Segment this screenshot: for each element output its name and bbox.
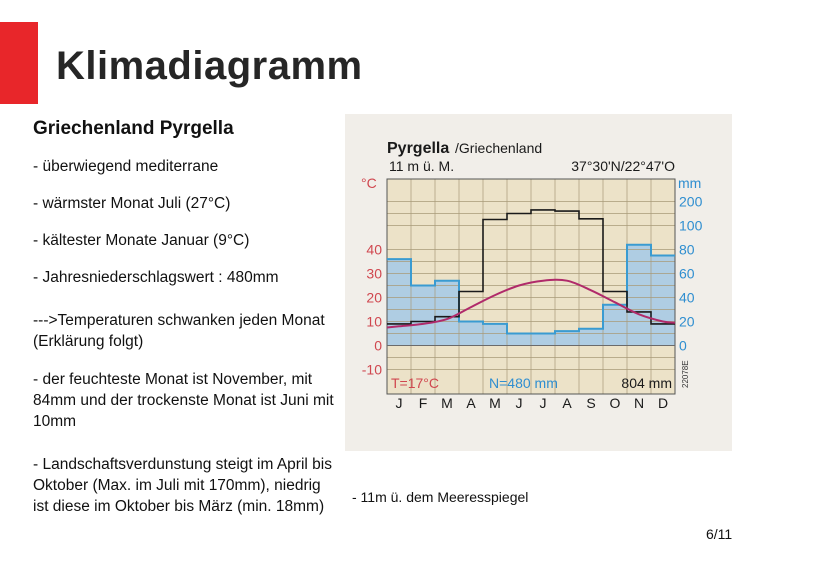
precipitation-tick-label: 200 <box>679 194 703 210</box>
bullet-item: - Jahresniederschlagswert : 480mm <box>33 269 279 286</box>
right-unit-label: mm <box>678 175 701 191</box>
month-label: A <box>466 395 476 411</box>
temperature-line <box>386 278 676 329</box>
month-label: M <box>489 395 501 411</box>
accent-bar <box>0 22 38 104</box>
precipitation-tick-label: 80 <box>679 242 695 258</box>
precipitation-tick-label: 40 <box>679 290 695 306</box>
left-unit-label: °C <box>361 175 377 191</box>
bullet-item: - der feuchteste Monat ist November, mit… <box>33 371 334 430</box>
climate-diagram-photo: Pyrgella /Griechenland 11 m ü. M. 37°30'… <box>345 114 732 451</box>
temperature-tick-label: 20 <box>366 290 382 306</box>
climate-diagram: Pyrgella /Griechenland 11 m ü. M. 37°30'… <box>361 140 703 412</box>
month-label: J <box>540 395 547 411</box>
bullet-item: - Landschaftsverdunstung steigt im April… <box>33 456 332 515</box>
diagram-code: 22078E <box>681 360 690 388</box>
page-number: 6/11 <box>706 526 733 542</box>
month-label: D <box>658 395 668 411</box>
elevation-caption: - 11m ü. dem Meeresspiegel <box>352 489 529 505</box>
diagram-title: Pyrgella <box>387 140 449 157</box>
month-label: J <box>396 395 403 411</box>
temperature-tick-label: -10 <box>362 362 382 378</box>
precipitation-tick-label: 20 <box>679 314 695 330</box>
precipitation-tick-label: 60 <box>679 266 695 282</box>
temperature-tick-label: 10 <box>366 314 382 330</box>
page-title: Klimadiagramm <box>56 44 363 88</box>
diagram-elevation: 11 m ü. M. <box>389 158 454 174</box>
annual-precipitation-label: N=480 mm <box>489 375 558 391</box>
month-label: N <box>634 395 644 411</box>
page-subtitle: Griechenland Pyrgella <box>33 118 234 139</box>
temperature-tick-label: 40 <box>366 242 382 258</box>
month-label: F <box>419 395 428 411</box>
month-label: J <box>516 395 523 411</box>
precipitation-line <box>387 243 675 335</box>
temperature-tick-label: 30 <box>366 266 382 282</box>
precipitation-tick-label: 0 <box>679 338 687 354</box>
bullet-item: - überwiegend mediterrane <box>33 158 219 175</box>
temperature-tick-label: 0 <box>374 338 382 354</box>
month-label: A <box>562 395 572 411</box>
precipitation-tick-label: 100 <box>679 218 703 234</box>
plot-area <box>386 178 676 395</box>
bullet-item: - kältester Monate Januar (9°C) <box>33 232 250 249</box>
month-label: S <box>586 395 595 411</box>
diagram-coordinates: 37°30'N/22°47'O <box>571 158 675 174</box>
plot-border <box>386 178 676 395</box>
month-label: M <box>441 395 453 411</box>
month-label: O <box>610 395 621 411</box>
evaporation-total-label: 804 mm <box>621 375 672 391</box>
evaporation-line <box>387 209 675 325</box>
annual-temperature-label: T=17°C <box>391 375 439 391</box>
diagram-country: /Griechenland <box>455 140 542 156</box>
bullet-item: --->Temperaturen schwanken jeden Monat (… <box>33 312 325 350</box>
bullet-item: - wärmster Monat Juli (27°C) <box>33 195 231 212</box>
